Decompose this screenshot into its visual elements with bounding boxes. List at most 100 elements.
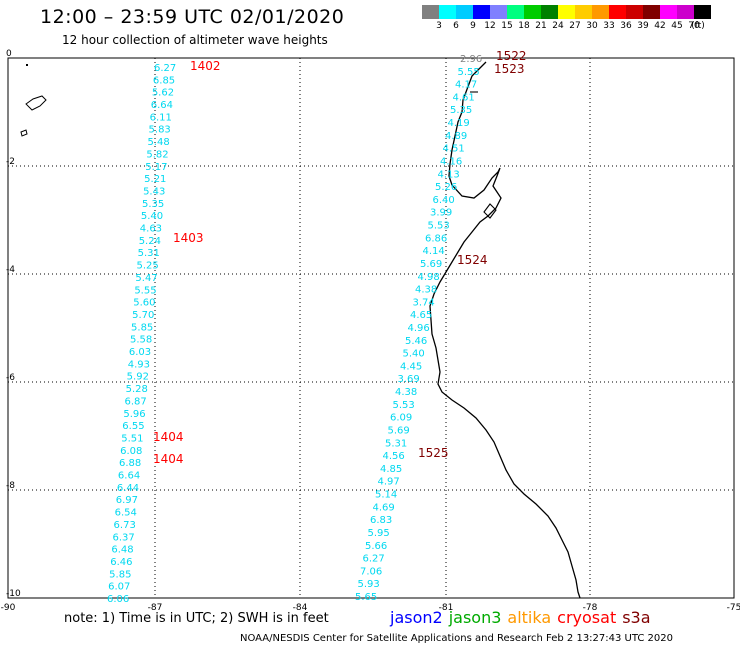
coastline [429, 61, 581, 599]
swh-value-right: 5.69 [420, 259, 442, 270]
x-tick-label: -87 [148, 603, 163, 613]
swh-value-left: 5.85 [109, 569, 131, 580]
gulf-island [483, 203, 497, 219]
y-tick-label: -2 [6, 157, 15, 167]
swh-value-left: 6.08 [120, 446, 142, 457]
swh-value-left: 6.88 [119, 458, 141, 469]
swh-value-right: 4.17 [455, 80, 477, 91]
map-frame [7, 57, 735, 599]
swh-value-right: 4.56 [383, 451, 405, 462]
swh-value-left: 5.58 [130, 335, 152, 346]
legend-tick-label: 18 [518, 21, 530, 31]
x-tick-label: -78 [583, 603, 598, 613]
legend-swatch [439, 5, 456, 19]
swh-value-left: 6.37 [112, 532, 134, 543]
units-note: note: 1) Time is in UTC; 2) SWH is in fe… [64, 611, 329, 626]
swh-value-right: 3.99 [430, 208, 452, 219]
swh-value-left: 5.48 [147, 137, 169, 148]
legend-swatch [456, 5, 473, 19]
legend-swatch [592, 5, 609, 19]
swh-value-right: 4.19 [448, 118, 470, 129]
island-dot [26, 64, 28, 66]
legend-tick-label: 70 [688, 21, 700, 31]
swh-value-right: 4.89 [445, 131, 467, 142]
swh-value-right: 4.69 [373, 502, 395, 513]
legend-swatch [609, 5, 626, 19]
legend-tick-label: 42 [654, 21, 666, 31]
swh-value-left: 6.64 [118, 471, 140, 482]
swh-value-left: 6.27 [154, 63, 176, 74]
pass-label: 1402 [190, 59, 221, 73]
pass-label: 1522 [496, 49, 527, 63]
swh-value-right: 5.26 [435, 182, 457, 193]
map-subtitle: 12 hour collection of altimeter wave hei… [62, 33, 328, 47]
swh-value-right: 5.53 [428, 221, 450, 232]
swh-value-left: 6.11 [150, 112, 172, 123]
legend-tick-label: 21 [535, 21, 547, 31]
swh-value-right: 4.65 [410, 310, 432, 321]
pass-label: 1524 [457, 253, 488, 267]
swh-value-left: 6.03 [129, 347, 151, 358]
satellite-legend-entry: cryosat [557, 608, 617, 627]
swh-value-left: 5.62 [152, 88, 174, 99]
swh-value-right: 6.09 [390, 413, 412, 424]
legend-swatch [490, 5, 507, 19]
legend-tick-label: 39 [637, 21, 649, 31]
swh-value-left: 5.51 [121, 433, 143, 444]
swh-value-right: 5.69 [388, 425, 410, 436]
swh-value-left: 5.60 [133, 298, 155, 309]
swh-value-right: 5.55 [458, 67, 480, 78]
swh-value-right: 5.53 [393, 400, 415, 411]
legend-swatch [507, 5, 524, 19]
legend-swatch [626, 5, 643, 19]
legend-tick-label: 30 [586, 21, 598, 31]
legend-tick-label: 36 [620, 21, 632, 31]
island-small [20, 129, 28, 137]
pass-label: 1403 [173, 231, 204, 245]
swh-value-right: 6.83 [370, 515, 392, 526]
swh-value-left: 5.25 [137, 261, 159, 272]
swh-value-right: 5.14 [375, 490, 397, 501]
swh-value-left: 5.35 [142, 199, 164, 210]
swh-value-left: 5.92 [127, 372, 149, 383]
island-isabela [25, 95, 47, 111]
y-tick-label: -4 [6, 265, 15, 275]
swh-value-left: 5.17 [145, 162, 167, 173]
y-tick-label: -6 [6, 373, 15, 383]
swh-value-right: 6.40 [433, 195, 455, 206]
satellite-legend-entry: altika [507, 608, 552, 627]
satellite-legend-entry: jason3 [448, 608, 502, 627]
swh-value-right: 4.61 [453, 92, 475, 103]
swh-value-right: 4.16 [440, 156, 462, 167]
swh-value-left: 6.54 [115, 508, 137, 519]
pass-label: 1523 [494, 62, 525, 76]
swh-value-left: 6.07 [108, 582, 130, 593]
x-tick-label: -84 [293, 603, 308, 613]
satellite-legend-entry: s3a [622, 608, 651, 627]
swh-value-left: 5.43 [143, 186, 165, 197]
swh-value-right: 7.06 [360, 566, 382, 577]
legend-tick-label: 45 [671, 21, 683, 31]
swh-value-left: 5.96 [123, 409, 145, 420]
swh-value-right: 5.31 [385, 438, 407, 449]
legend-tick-label: 15 [501, 21, 513, 31]
swh-value-right: 5.66 [365, 541, 387, 552]
swh-value-left: 5.40 [141, 211, 163, 222]
swh-value-left: 6.87 [124, 396, 146, 407]
swh-value-left: 6.73 [114, 520, 136, 531]
swh-value-left: 6.44 [117, 483, 139, 494]
legend-tick-label: 3 [436, 21, 442, 31]
swh-value-right: 4.98 [418, 272, 440, 283]
swh-value-left: 5.82 [146, 149, 168, 160]
pass-label: 1525 [418, 446, 449, 460]
legend-tick-label: 6 [453, 21, 459, 31]
swh-value-right: 4.97 [378, 477, 400, 488]
swh-value-left: 6.06 [107, 594, 129, 605]
legend-swatch [575, 5, 592, 19]
satellite-legend: jason2 jason3 altika cryosat s3a [390, 608, 657, 627]
swh-value-left: 4.93 [128, 359, 150, 370]
legend-swatch [422, 5, 439, 19]
swh-value-right: 6.86 [425, 233, 447, 244]
swh-value-left: 6.64 [151, 100, 173, 111]
